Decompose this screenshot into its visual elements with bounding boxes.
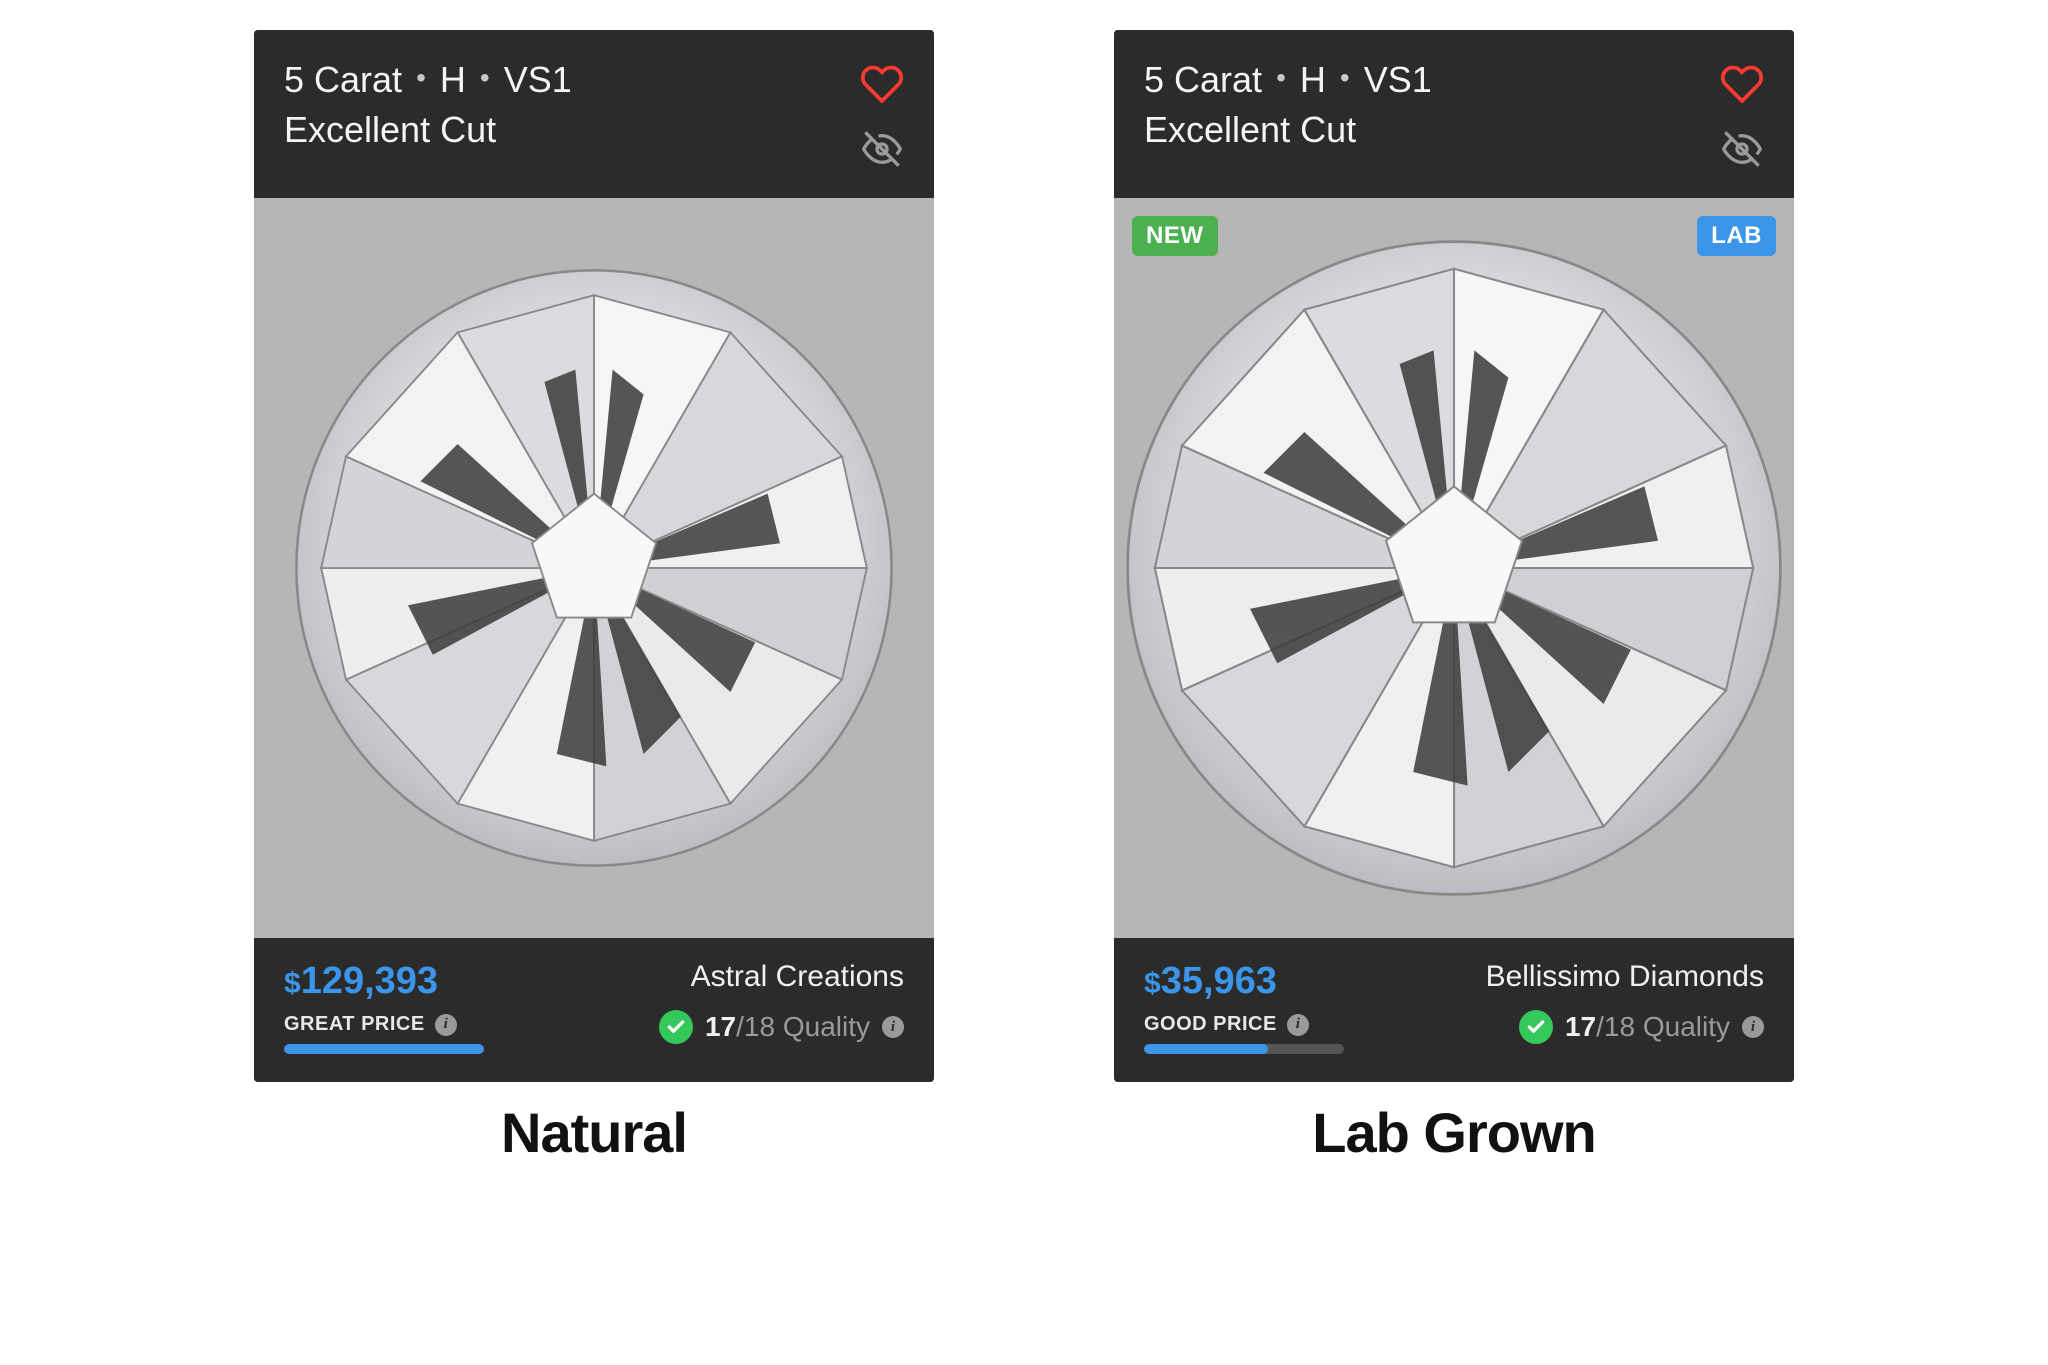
spec-carat: 5 Carat: [284, 58, 402, 101]
card-header: 5 Carat • H • VS1 Excellent Cut: [254, 30, 934, 198]
price-label-row: GOOD PRICE i: [1144, 1013, 1344, 1036]
product-card[interactable]: 5 Carat • H • VS1 Excellent Cut: [254, 30, 934, 1082]
footer-left: $35,963 GOOD PRICE i: [1144, 960, 1344, 1054]
quality-score: 17: [705, 1011, 736, 1042]
info-icon[interactable]: i: [435, 1014, 457, 1036]
diamond-illustration: [284, 258, 904, 878]
quality-row: 17/18 Quality i: [1519, 1010, 1764, 1044]
footer-right: Bellissimo Diamonds 17/18 Quality i: [1486, 960, 1764, 1044]
product-image[interactable]: [254, 198, 934, 938]
quality-score: 17: [1565, 1011, 1596, 1042]
quality-max: 18: [1604, 1011, 1635, 1042]
price-label-row: GREAT PRICE i: [284, 1013, 484, 1036]
price: $129,393: [284, 960, 484, 1003]
header-text: 5 Carat • H • VS1 Excellent Cut: [1144, 58, 1432, 151]
price-value: 35,963: [1161, 960, 1277, 1002]
hide-icon[interactable]: [862, 129, 902, 174]
price-label: GOOD PRICE: [1144, 1013, 1277, 1036]
card-footer: $129,393 GREAT PRICE i Astral Creations …: [254, 938, 934, 1082]
spec-carat: 5 Carat: [1144, 58, 1262, 101]
spec-clarity: VS1: [1364, 58, 1432, 101]
check-icon: [659, 1010, 693, 1044]
quality-label: Quality: [1643, 1011, 1730, 1042]
spec-color: H: [1300, 58, 1326, 101]
check-icon: [1519, 1010, 1553, 1044]
card-footer: $35,963 GOOD PRICE i Bellissimo Diamonds…: [1114, 938, 1794, 1082]
badge-new: NEW: [1132, 216, 1218, 256]
separator-dot: •: [1340, 64, 1350, 92]
spec-clarity: VS1: [504, 58, 572, 101]
separator-dot: •: [480, 64, 490, 92]
spec-color: H: [440, 58, 466, 101]
info-icon[interactable]: i: [1287, 1014, 1309, 1036]
price-label: GREAT PRICE: [284, 1013, 425, 1036]
separator-dot: •: [416, 64, 426, 92]
separator-dot: •: [1276, 64, 1286, 92]
badge-lab: LAB: [1697, 216, 1776, 256]
quality-max: 18: [744, 1011, 775, 1042]
spec-cut: Excellent Cut: [1144, 109, 1432, 151]
vendor-name[interactable]: Bellissimo Diamonds: [1486, 960, 1764, 994]
vendor-name[interactable]: Astral Creations: [691, 960, 904, 994]
price-bar: [1144, 1044, 1344, 1054]
quality-text: 17/18 Quality: [1565, 1011, 1730, 1043]
quality-text: 17/18 Quality: [705, 1011, 870, 1043]
favorite-icon[interactable]: [860, 62, 904, 111]
card-natural: 5 Carat • H • VS1 Excellent Cut: [254, 30, 934, 1165]
info-icon[interactable]: i: [882, 1016, 904, 1038]
favorite-icon[interactable]: [1720, 62, 1764, 111]
product-card[interactable]: 5 Carat • H • VS1 Excellent Cut NEW LAB: [1114, 30, 1794, 1082]
card-header: 5 Carat • H • VS1 Excellent Cut: [1114, 30, 1794, 198]
card-lab: 5 Carat • H • VS1 Excellent Cut NEW LAB: [1114, 30, 1794, 1165]
product-image[interactable]: NEW LAB: [1114, 198, 1794, 938]
footer-left: $129,393 GREAT PRICE i: [284, 960, 484, 1054]
diamond-illustration: [1114, 228, 1794, 908]
price: $35,963: [1144, 960, 1344, 1003]
price-bar-fill: [1144, 1044, 1268, 1054]
card-caption: Lab Grown: [1312, 1100, 1595, 1165]
header-icons: [860, 58, 904, 174]
card-caption: Natural: [501, 1100, 687, 1165]
specs-line: 5 Carat • H • VS1: [284, 58, 572, 101]
header-text: 5 Carat • H • VS1 Excellent Cut: [284, 58, 572, 151]
quality-label: Quality: [783, 1011, 870, 1042]
info-icon[interactable]: i: [1742, 1016, 1764, 1038]
price-value: 129,393: [301, 960, 438, 1002]
footer-right: Astral Creations 17/18 Quality i: [659, 960, 904, 1044]
specs-line: 5 Carat • H • VS1: [1144, 58, 1432, 101]
price-bar: [284, 1044, 484, 1054]
quality-row: 17/18 Quality i: [659, 1010, 904, 1044]
header-icons: [1720, 58, 1764, 174]
spec-cut: Excellent Cut: [284, 109, 572, 151]
price-bar-fill: [284, 1044, 484, 1054]
hide-icon[interactable]: [1722, 129, 1762, 174]
